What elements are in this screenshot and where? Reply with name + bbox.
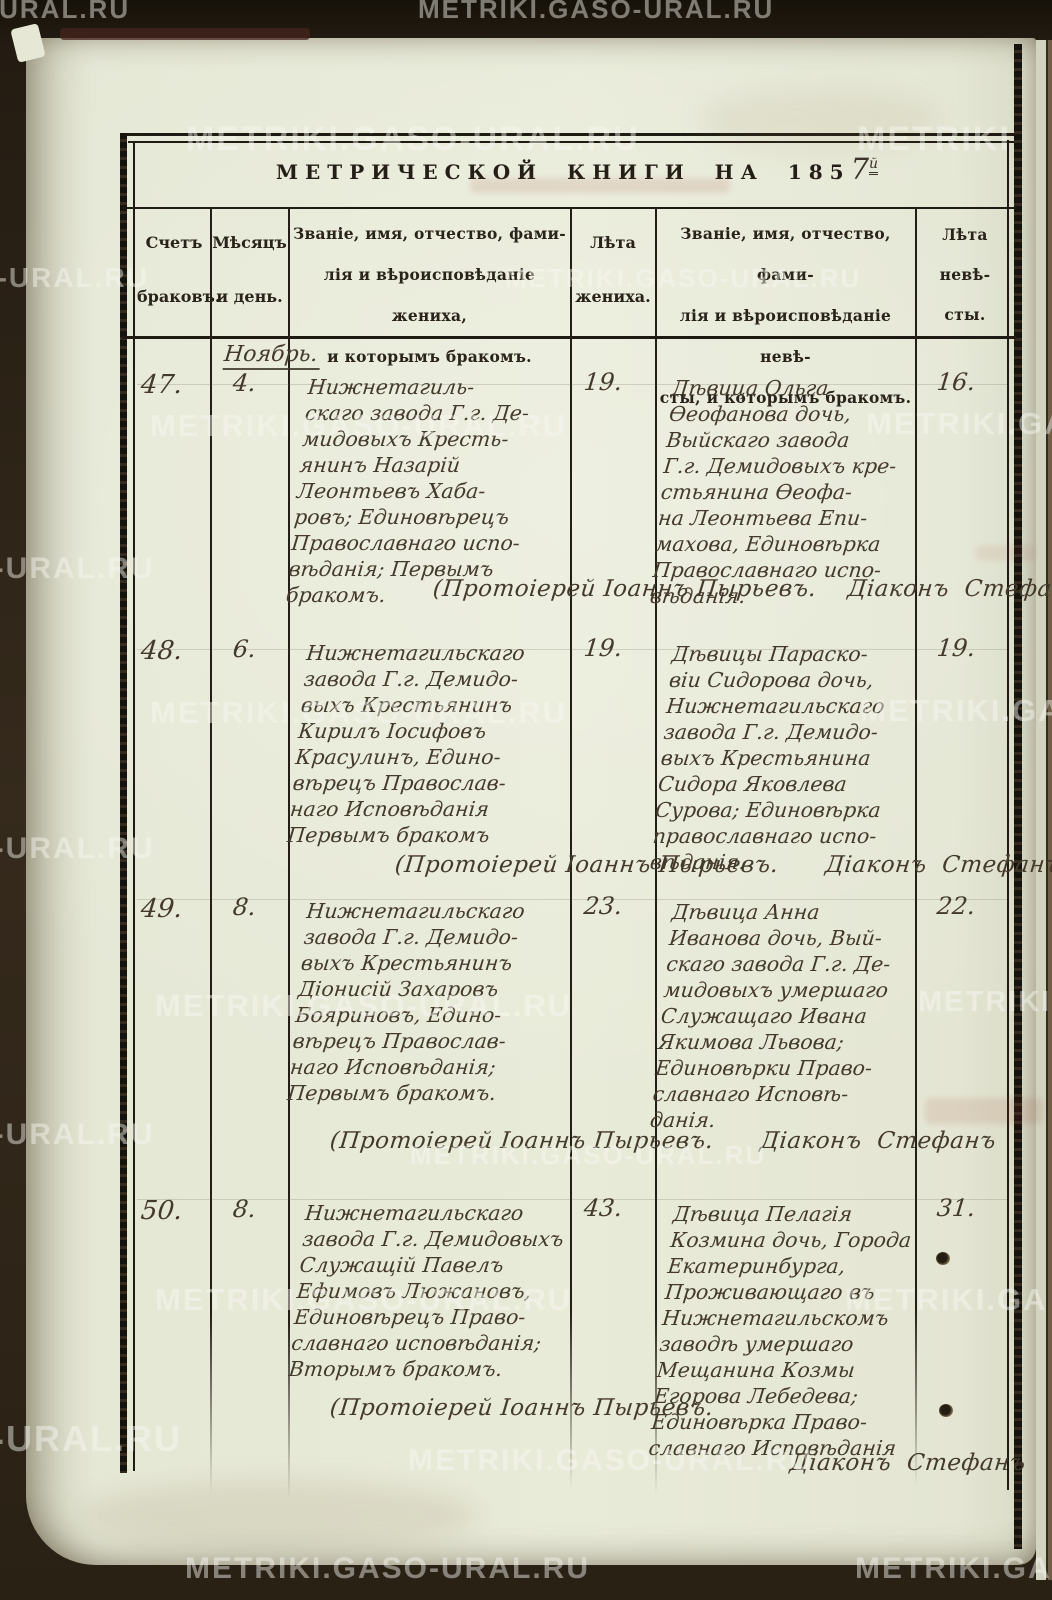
- watermark: METRIKI: [857, 120, 1011, 158]
- watermark: METRIKI.GA: [918, 986, 1052, 1018]
- column-header-count: Счетъ браковъ.: [137, 233, 221, 306]
- watermark: METRIKI.GASO-URAL.RU: [418, 0, 775, 24]
- marriage-record: 48. 6. Нижнетагильскаго завода Г.г. Деми…: [137, 628, 1052, 886]
- bride-age: 22.: [935, 892, 977, 920]
- watermark: METRIKI.GA: [855, 1552, 1052, 1585]
- marriage-record: 47. 4. Нижнетагиль- скаго завода Г.г. Де…: [137, 362, 1052, 627]
- watermark: 0-URAL.RU: [0, 832, 155, 865]
- watermark: METRIKI.GA: [845, 1282, 1048, 1317]
- column-divider: [210, 207, 212, 1493]
- groom-age: 19.: [582, 634, 624, 662]
- paper-stain: [700, 90, 940, 150]
- bride-age: 31.: [935, 1194, 977, 1222]
- frame-right-line: [1007, 140, 1009, 1490]
- column-divider: [288, 207, 290, 1499]
- watermark: METRIKI.GA: [866, 406, 1052, 441]
- ruling-line: [137, 384, 1007, 385]
- frame-left-line: [133, 141, 135, 1471]
- watermark: 0-URAL.RU: [0, 0, 131, 24]
- column-header-groom-age: Лѣта жениха.: [575, 233, 651, 306]
- groom-description: Нижнетагильскаго завода Г.г. Демидо- вых…: [286, 641, 526, 847]
- title-year-suffix: й: [869, 156, 879, 176]
- ink-bleed: [925, 1098, 1043, 1124]
- bride-age: 16.: [935, 368, 977, 396]
- groom-age: 19.: [582, 368, 624, 396]
- watermark: METRIKI.GASO-URAL.RU: [185, 1552, 590, 1585]
- page-edge-strip: [1036, 40, 1046, 1580]
- bride-description: Дѣвица Пелагія Козмина дочь, Города Екат…: [647, 1202, 913, 1460]
- marriage-number: 50.: [139, 1196, 184, 1226]
- watermark: METRIKI.GASO-URAL.RU: [150, 408, 568, 443]
- header-top-line: [122, 207, 1016, 209]
- page-edge-line: [1046, 40, 1048, 1580]
- deacon-signature: Діаконъ Стефанъ: [788, 1450, 1028, 1476]
- column-header-month-day: Мѣсяцъ и день.: [212, 233, 287, 306]
- priest-signature: (Протоіерей Іоаннъ Пырьевъ. Діаконъ Стеф…: [431, 576, 1052, 602]
- watermark: 0-URAL.RU: [0, 262, 149, 293]
- book-edge: [1048, 40, 1052, 1580]
- torn-paper-tab: [10, 23, 46, 63]
- column-header-bride-age: Лѣта невѣ- сты.: [939, 225, 991, 324]
- priest-signature: (Протоіерей Іоаннъ Пырьевъ.: [328, 1395, 715, 1421]
- column-divider: [915, 207, 917, 1487]
- marriage-day: 4.: [231, 369, 258, 397]
- marriage-day: 8.: [231, 1195, 258, 1223]
- groom-age: 43.: [582, 1194, 624, 1222]
- page-title: МЕТРИЧЕСКОЙ КНИГИ НА 1857й: [137, 152, 1017, 186]
- watermark: METRIKI.GASO-URAL.RU: [186, 120, 640, 158]
- watermark: METRIKI.GASO-URAL.RU: [408, 1444, 813, 1477]
- ink-bleed: [975, 545, 1035, 561]
- watermark: METRIKI.GASO-URAL.RU: [155, 988, 573, 1023]
- groom-age: 23.: [582, 892, 624, 920]
- ruling-line: [137, 899, 1007, 900]
- bride-description: Дѣвицы Параско- віи Сидорова дочь, Нижне…: [648, 642, 886, 874]
- metrical-book-page: [26, 38, 1036, 1565]
- frame-left-bar: [120, 133, 127, 1473]
- watermark: METRIKI.GA: [860, 693, 1052, 728]
- marriage-number: 47.: [139, 370, 184, 400]
- column-divider: [570, 207, 572, 1489]
- marriage-day: 8.: [231, 893, 258, 921]
- marriage-number: 49.: [139, 894, 184, 924]
- watermark: METRIKI.GASO-URAL.RU: [150, 695, 568, 730]
- binding-hole: [939, 1404, 953, 1417]
- watermark: METRIKI.GASO-URAL.RU: [155, 1282, 573, 1317]
- watermark: METRIKI.GASO-URAL.RU: [410, 1140, 767, 1170]
- title-printed: МЕТРИЧЕСКОЙ КНИГИ НА 185: [275, 160, 851, 184]
- bride-age: 19.: [935, 634, 977, 662]
- marriage-day: 6.: [231, 635, 258, 663]
- paper-stain: [80, 1480, 480, 1550]
- frame-top-outer: [120, 133, 1022, 136]
- bride-description: Дѣвица Анна Иванова дочь, Вый- скаго зав…: [648, 900, 892, 1132]
- ruling-line: [137, 1199, 1007, 1200]
- frame-top-inner: [128, 141, 1016, 143]
- binding-hole: [936, 1252, 950, 1265]
- watermark: METRIKI.GASO-URAL.RU: [505, 263, 862, 293]
- ink-bleed: [470, 178, 730, 193]
- header-bottom-line: [122, 336, 1016, 339]
- watermark: 0-URAL.RU: [0, 1418, 182, 1459]
- watermark: 0-URAL.RU: [0, 1118, 155, 1151]
- ruling-line: [137, 649, 1007, 650]
- watermark: 0-URAL.RU: [0, 552, 155, 585]
- torn-paper-edge: [60, 28, 310, 40]
- title-handwritten-year: 7й: [850, 152, 879, 186]
- priest-signature: (Протоіерей Іоаннъ Пырьевъ. Діаконъ Стеф…: [393, 852, 1052, 878]
- column-header-groom: Званіе, имя, отчество, фами- лія и вѣрои…: [293, 224, 566, 366]
- column-divider: [655, 207, 657, 1495]
- frame-right-bar: [1014, 44, 1022, 1549]
- column-header-bride: Званіе, имя, отчество, фами- лія и вѣрои…: [659, 224, 912, 407]
- marriage-number: 48.: [139, 636, 184, 666]
